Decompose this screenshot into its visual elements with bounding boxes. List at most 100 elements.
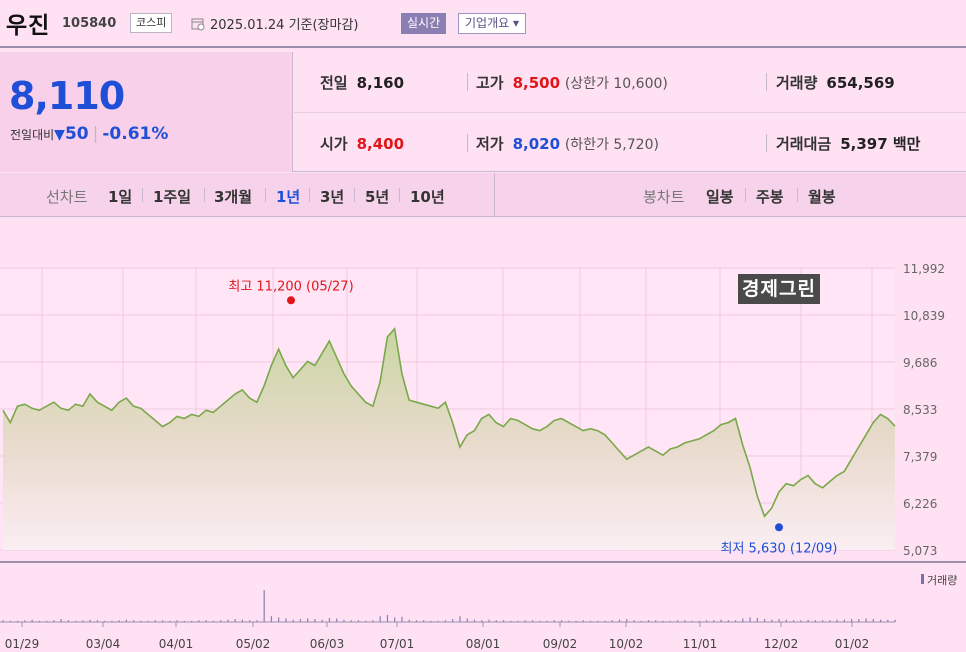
trade-amount: 거래대금 5,397 백만 bbox=[776, 135, 921, 153]
volume-bar bbox=[278, 617, 280, 622]
volume-bar bbox=[24, 620, 26, 622]
volume-bar bbox=[829, 620, 831, 622]
period-1w[interactable]: 1주일 bbox=[153, 188, 192, 206]
volume-bar bbox=[452, 619, 454, 622]
volume-bar bbox=[749, 617, 751, 622]
volume-bar bbox=[684, 620, 686, 622]
volume-legend-label: 거래량 bbox=[927, 574, 957, 587]
volume-bar bbox=[307, 618, 309, 622]
reference-date: 2025.01.24 기준(장마감) bbox=[210, 18, 359, 33]
volume-bar bbox=[198, 620, 200, 622]
volume-bar bbox=[162, 620, 164, 622]
volume-bar bbox=[531, 620, 534, 622]
volume-bar bbox=[510, 620, 512, 622]
price-area-fill bbox=[3, 328, 895, 550]
volume-bar bbox=[676, 620, 679, 622]
volume-bar bbox=[633, 620, 635, 622]
volume-bar bbox=[38, 620, 40, 622]
volume-bar bbox=[647, 620, 650, 622]
period-5y[interactable]: 5년 bbox=[365, 188, 390, 206]
volume-bar bbox=[249, 620, 251, 622]
volume-bar bbox=[539, 620, 541, 622]
volume-bar bbox=[343, 619, 345, 622]
volume-bar bbox=[466, 618, 468, 622]
volume-bar bbox=[386, 615, 389, 622]
volume-bar bbox=[618, 619, 621, 622]
volume-bar bbox=[865, 618, 867, 622]
volume-bar bbox=[372, 620, 374, 622]
period-10y[interactable]: 10년 bbox=[410, 188, 445, 206]
x-tick-label: 08/01 bbox=[466, 637, 501, 651]
volume-bar bbox=[263, 590, 265, 622]
volume-bar bbox=[2, 620, 4, 622]
volume-bar bbox=[82, 620, 84, 622]
x-tick-label: 01/02 bbox=[835, 637, 870, 651]
volume-bar bbox=[488, 619, 490, 622]
candle-weekly[interactable]: 주봉 bbox=[756, 188, 784, 206]
volume-bar bbox=[292, 619, 294, 622]
change-value: 50 bbox=[64, 124, 89, 144]
prev-close: 전일 8,160 bbox=[320, 74, 405, 92]
volume-bar bbox=[575, 620, 577, 622]
volume-bar bbox=[183, 620, 186, 622]
volume-bar bbox=[589, 620, 592, 622]
period-1y[interactable]: 1년 bbox=[276, 188, 301, 206]
high-price: 고가 8,500 (상한가 10,600) bbox=[476, 74, 668, 92]
down-arrow-icon: ▼ bbox=[54, 127, 65, 143]
volume-bar bbox=[843, 619, 845, 622]
period-3m[interactable]: 3개월 bbox=[214, 188, 253, 206]
y-tick-label: 6,226 bbox=[903, 497, 937, 511]
volume-bar bbox=[299, 619, 302, 622]
volume-bar bbox=[502, 620, 505, 622]
volume-bar bbox=[234, 619, 236, 622]
volume-bar bbox=[314, 619, 316, 622]
volume-bar bbox=[9, 620, 11, 622]
candle-chart-label: 봉차트 bbox=[643, 188, 685, 206]
realtime-button[interactable]: 실시간 bbox=[401, 13, 447, 34]
volume-bar bbox=[662, 620, 664, 622]
x-tick-label: 03/04 bbox=[86, 637, 121, 651]
y-tick-label: 11,992 bbox=[903, 262, 945, 276]
volume-bar bbox=[720, 619, 722, 622]
volume-bar bbox=[858, 619, 860, 622]
volume-bar bbox=[481, 620, 483, 622]
x-tick-label: 12/02 bbox=[764, 637, 799, 651]
volume-bar bbox=[524, 620, 526, 622]
volume-bar bbox=[60, 619, 62, 622]
volume-bar bbox=[53, 620, 55, 622]
volume-bar bbox=[104, 620, 106, 622]
volume-bar bbox=[792, 620, 795, 622]
volume-bar bbox=[336, 618, 338, 622]
volume-bar bbox=[459, 616, 461, 622]
price-panel: 8,110 전일대비▼50 | -0.61% 전일 8,160 고가 8,500 (상한… bbox=[0, 52, 966, 172]
volume-bar bbox=[546, 620, 548, 622]
period-1d[interactable]: 1일 bbox=[108, 188, 133, 206]
stock-name: 우진 bbox=[6, 13, 51, 39]
volume-bar bbox=[408, 619, 410, 622]
candle-daily[interactable]: 일봉 bbox=[706, 188, 734, 206]
market-badge: 코스피 bbox=[130, 13, 173, 33]
volume-bar bbox=[727, 620, 729, 622]
volume-bar bbox=[713, 620, 715, 622]
volume-bar bbox=[473, 619, 476, 622]
volume-bar bbox=[611, 620, 613, 622]
volume-bar bbox=[415, 620, 418, 622]
volume-bar bbox=[691, 620, 693, 622]
volume-bar bbox=[705, 620, 708, 622]
volume-bar bbox=[147, 620, 149, 622]
price-chart[interactable]: 11,992 10,839 9,686 8,533 7,379 6,226 5,073 01/… bbox=[0, 218, 966, 652]
volume-bar bbox=[96, 620, 98, 622]
volume-bar bbox=[176, 620, 178, 622]
volume-bar bbox=[350, 620, 352, 622]
volume-bar bbox=[437, 620, 439, 622]
y-tick-label: 8,533 bbox=[903, 403, 937, 417]
x-tick-label: 01/29 bbox=[5, 637, 40, 651]
stock-code: 105840 bbox=[62, 16, 117, 31]
period-3y[interactable]: 3년 bbox=[320, 188, 345, 206]
company-info-button[interactable]: 기업개요 ▾ bbox=[458, 13, 526, 34]
volume-bar bbox=[394, 617, 396, 622]
x-tick-label: 07/01 bbox=[380, 637, 415, 651]
volume-bar bbox=[756, 617, 758, 622]
candle-monthly[interactable]: 월봉 bbox=[808, 188, 836, 206]
volume-bar bbox=[553, 620, 555, 622]
